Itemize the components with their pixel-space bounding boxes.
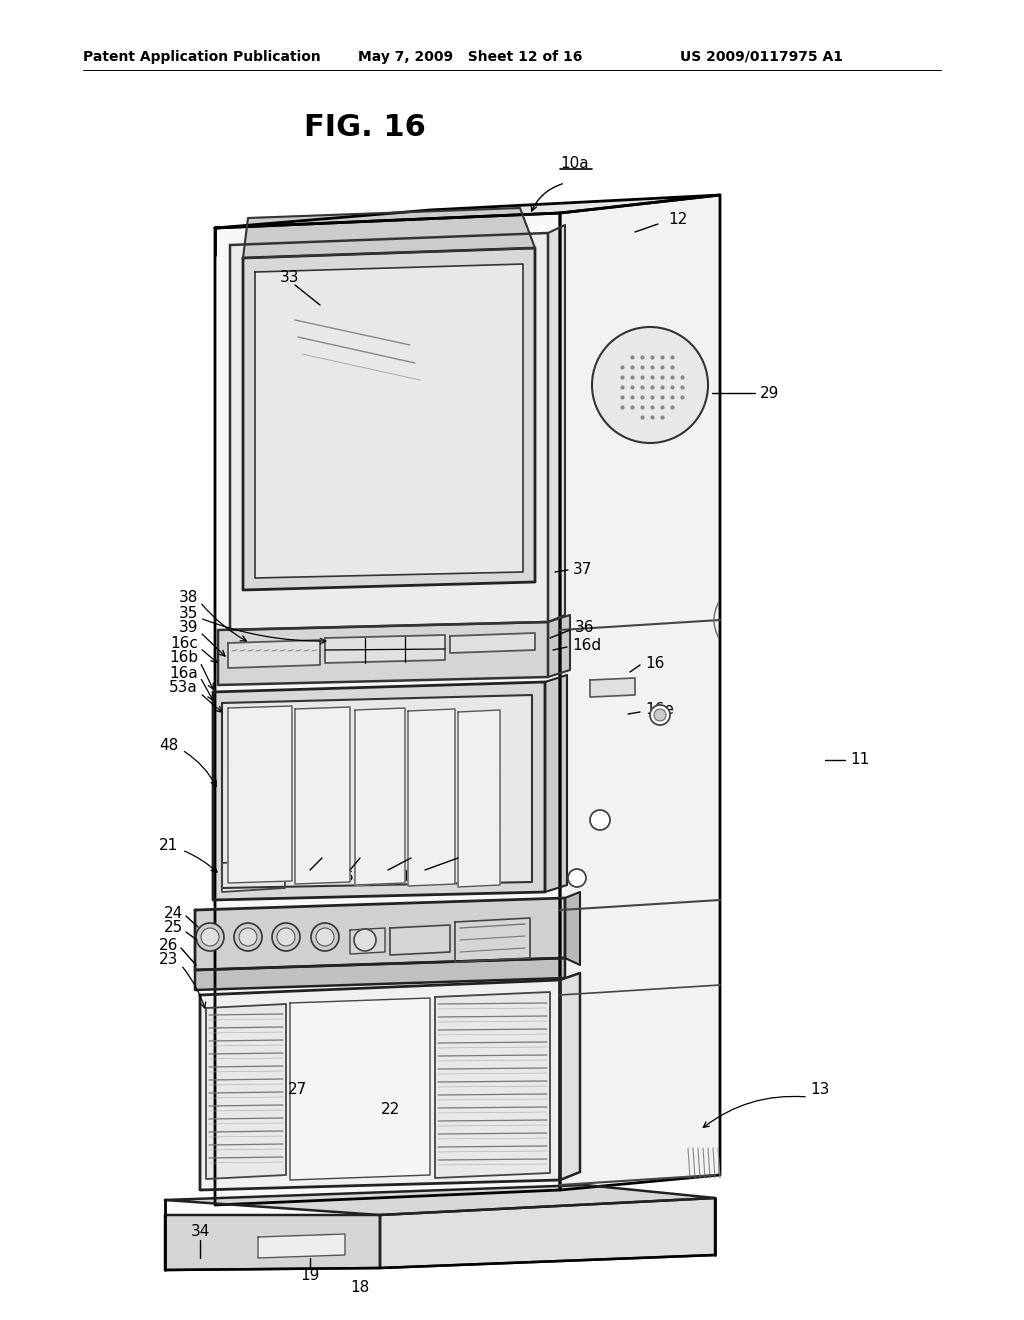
Circle shape xyxy=(234,923,262,950)
Polygon shape xyxy=(213,682,545,900)
Polygon shape xyxy=(215,195,720,228)
Text: 16: 16 xyxy=(645,656,665,671)
Text: 10a: 10a xyxy=(561,156,590,170)
Polygon shape xyxy=(408,709,455,886)
Circle shape xyxy=(196,923,224,950)
Circle shape xyxy=(311,923,339,950)
Text: 16a: 16a xyxy=(169,665,198,681)
Polygon shape xyxy=(290,998,430,1180)
Text: 16c: 16c xyxy=(170,635,198,651)
Polygon shape xyxy=(243,248,535,590)
Text: 23: 23 xyxy=(159,953,178,968)
Circle shape xyxy=(654,709,666,721)
Polygon shape xyxy=(350,928,385,954)
Text: May 7, 2009   Sheet 12 of 16: May 7, 2009 Sheet 12 of 16 xyxy=(358,50,583,63)
Text: 48: 48 xyxy=(159,738,178,752)
Text: 19: 19 xyxy=(300,1267,319,1283)
Circle shape xyxy=(316,928,334,946)
Polygon shape xyxy=(195,898,565,970)
Polygon shape xyxy=(450,634,535,653)
Text: 26: 26 xyxy=(159,937,178,953)
Circle shape xyxy=(239,928,257,946)
Text: 16e: 16e xyxy=(645,702,674,718)
Polygon shape xyxy=(455,917,530,962)
Polygon shape xyxy=(435,993,550,1177)
Polygon shape xyxy=(548,615,570,677)
Text: 12: 12 xyxy=(668,213,687,227)
Text: 53c: 53c xyxy=(345,870,370,884)
Polygon shape xyxy=(228,706,292,883)
Polygon shape xyxy=(165,1214,380,1270)
Text: US 2009/0117975 A1: US 2009/0117975 A1 xyxy=(680,50,843,63)
Text: 53a: 53a xyxy=(169,681,198,696)
Text: 53e: 53e xyxy=(420,870,446,884)
Polygon shape xyxy=(295,708,350,884)
Polygon shape xyxy=(200,979,560,1191)
Polygon shape xyxy=(565,892,580,965)
Text: 25: 25 xyxy=(164,920,183,936)
Polygon shape xyxy=(195,958,565,990)
Text: 38: 38 xyxy=(178,590,198,606)
Text: 35: 35 xyxy=(178,606,198,620)
Text: 24: 24 xyxy=(164,906,183,920)
Polygon shape xyxy=(230,234,548,630)
Text: 27: 27 xyxy=(288,1082,307,1097)
Polygon shape xyxy=(545,675,567,892)
Text: 53b: 53b xyxy=(305,870,332,884)
Text: 16b: 16b xyxy=(169,651,198,665)
Polygon shape xyxy=(590,678,635,697)
Polygon shape xyxy=(325,635,445,663)
Polygon shape xyxy=(548,224,565,622)
Text: 33: 33 xyxy=(281,269,300,285)
Polygon shape xyxy=(390,925,450,954)
Text: FIG. 16: FIG. 16 xyxy=(304,114,426,143)
Polygon shape xyxy=(215,213,560,1205)
Polygon shape xyxy=(228,640,319,668)
Text: 29: 29 xyxy=(760,385,779,400)
Polygon shape xyxy=(255,264,523,578)
Text: 18: 18 xyxy=(350,1279,370,1295)
Polygon shape xyxy=(222,696,532,888)
Polygon shape xyxy=(165,1185,715,1214)
Text: 22: 22 xyxy=(380,1102,399,1118)
Polygon shape xyxy=(458,710,500,887)
Circle shape xyxy=(568,869,586,887)
Circle shape xyxy=(201,928,219,946)
Circle shape xyxy=(354,929,376,950)
Text: 34: 34 xyxy=(190,1225,210,1239)
Text: 53d: 53d xyxy=(383,870,410,884)
Polygon shape xyxy=(243,209,535,257)
Text: 11: 11 xyxy=(850,752,869,767)
Polygon shape xyxy=(560,195,720,1191)
Polygon shape xyxy=(258,1234,345,1258)
Text: 21: 21 xyxy=(159,837,178,853)
Circle shape xyxy=(278,928,295,946)
Text: 36: 36 xyxy=(575,620,595,635)
Circle shape xyxy=(272,923,300,950)
Polygon shape xyxy=(218,622,548,685)
Text: 13: 13 xyxy=(810,1082,829,1097)
Text: 39: 39 xyxy=(178,620,198,635)
Polygon shape xyxy=(380,1199,715,1269)
Text: Patent Application Publication: Patent Application Publication xyxy=(83,50,321,63)
Circle shape xyxy=(590,810,610,830)
Polygon shape xyxy=(222,859,285,892)
Text: 16d: 16d xyxy=(572,638,601,652)
Circle shape xyxy=(650,705,670,725)
Polygon shape xyxy=(206,1005,286,1179)
Polygon shape xyxy=(355,708,406,884)
Polygon shape xyxy=(560,973,580,1180)
Circle shape xyxy=(592,327,708,444)
Text: 37: 37 xyxy=(573,562,592,578)
